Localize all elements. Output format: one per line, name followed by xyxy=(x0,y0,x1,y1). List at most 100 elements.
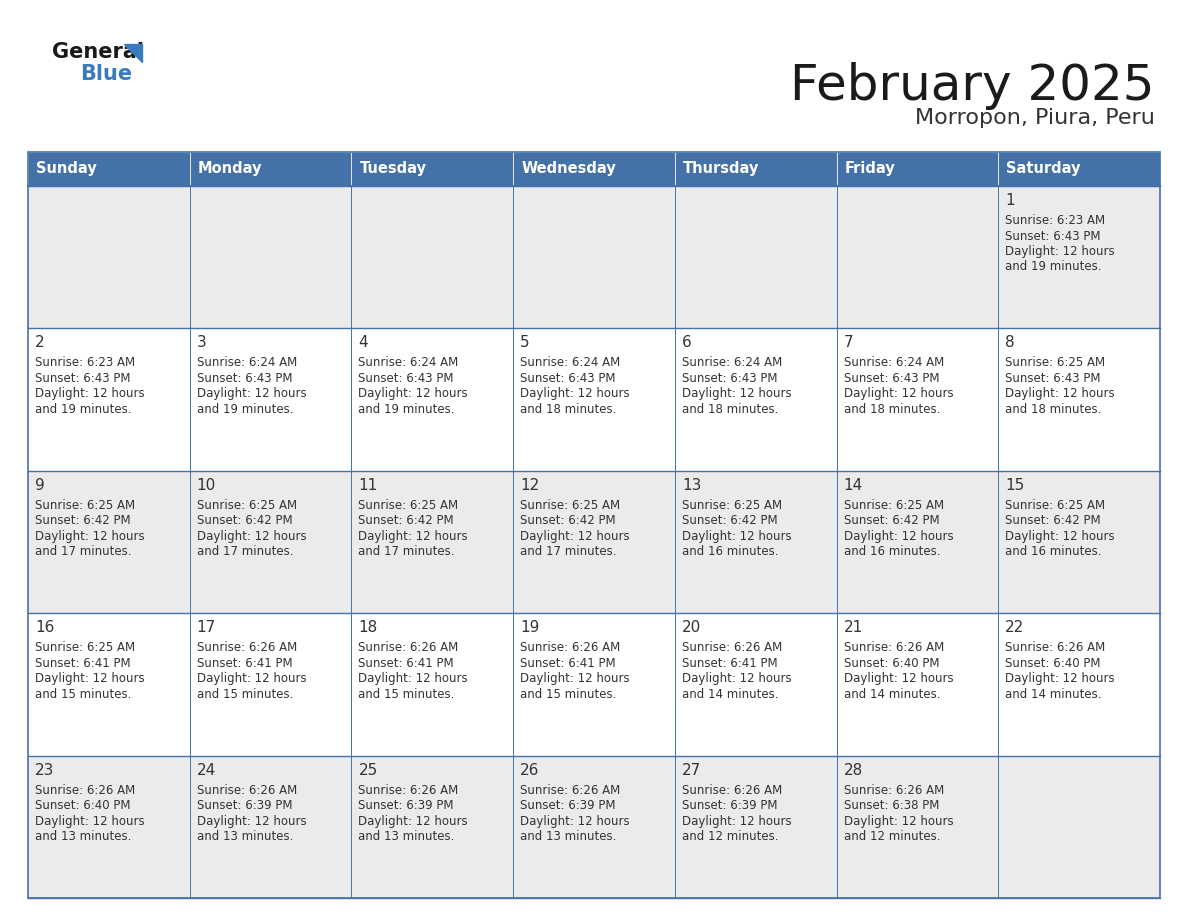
Text: Sunrise: 6:26 AM: Sunrise: 6:26 AM xyxy=(843,641,943,655)
Text: Sunset: 6:41 PM: Sunset: 6:41 PM xyxy=(520,656,615,670)
Text: Daylight: 12 hours: Daylight: 12 hours xyxy=(843,672,953,685)
Bar xyxy=(513,613,675,756)
Bar xyxy=(352,471,513,613)
Text: Sunset: 6:43 PM: Sunset: 6:43 PM xyxy=(682,372,777,385)
Text: and 15 minutes.: and 15 minutes. xyxy=(520,688,617,700)
Text: Sunrise: 6:25 AM: Sunrise: 6:25 AM xyxy=(1005,356,1105,369)
Text: Sunset: 6:42 PM: Sunset: 6:42 PM xyxy=(197,514,292,527)
Text: Sunrise: 6:25 AM: Sunrise: 6:25 AM xyxy=(843,498,943,512)
Text: Daylight: 12 hours: Daylight: 12 hours xyxy=(34,387,145,400)
Bar xyxy=(29,613,190,756)
Text: and 19 minutes.: and 19 minutes. xyxy=(1005,261,1101,274)
Text: General: General xyxy=(52,42,144,62)
Text: 3: 3 xyxy=(197,335,207,351)
Text: Sunrise: 6:25 AM: Sunrise: 6:25 AM xyxy=(197,498,297,512)
Text: Sunset: 6:43 PM: Sunset: 6:43 PM xyxy=(843,372,939,385)
Text: Sunset: 6:42 PM: Sunset: 6:42 PM xyxy=(682,514,777,527)
Text: Daylight: 12 hours: Daylight: 12 hours xyxy=(34,672,145,685)
Text: and 17 minutes.: and 17 minutes. xyxy=(197,545,293,558)
Text: 9: 9 xyxy=(34,477,45,493)
Bar xyxy=(675,756,836,898)
Text: Wednesday: Wednesday xyxy=(522,162,615,176)
Text: Sunrise: 6:26 AM: Sunrise: 6:26 AM xyxy=(520,784,620,797)
Text: 12: 12 xyxy=(520,477,539,493)
Bar xyxy=(352,329,513,471)
Text: and 13 minutes.: and 13 minutes. xyxy=(359,830,455,843)
Text: and 15 minutes.: and 15 minutes. xyxy=(34,688,132,700)
Bar xyxy=(29,329,190,471)
Bar xyxy=(998,329,1159,471)
Text: 23: 23 xyxy=(34,763,55,778)
Text: and 17 minutes.: and 17 minutes. xyxy=(34,545,132,558)
Bar xyxy=(190,152,352,186)
Text: Daylight: 12 hours: Daylight: 12 hours xyxy=(197,814,307,828)
Text: Sunday: Sunday xyxy=(36,162,96,176)
Text: Daylight: 12 hours: Daylight: 12 hours xyxy=(1005,387,1114,400)
Text: and 14 minutes.: and 14 minutes. xyxy=(843,688,940,700)
Text: and 14 minutes.: and 14 minutes. xyxy=(682,688,778,700)
Text: Daylight: 12 hours: Daylight: 12 hours xyxy=(197,530,307,543)
Text: 26: 26 xyxy=(520,763,539,778)
Bar xyxy=(675,329,836,471)
Bar xyxy=(998,756,1159,898)
Text: Sunset: 6:43 PM: Sunset: 6:43 PM xyxy=(1005,230,1101,242)
Text: 17: 17 xyxy=(197,621,216,635)
Text: and 19 minutes.: and 19 minutes. xyxy=(359,403,455,416)
Text: Sunrise: 6:24 AM: Sunrise: 6:24 AM xyxy=(520,356,620,369)
Bar xyxy=(29,152,190,186)
Text: Sunset: 6:41 PM: Sunset: 6:41 PM xyxy=(359,656,454,670)
Bar xyxy=(513,186,675,329)
Text: 25: 25 xyxy=(359,763,378,778)
Text: Daylight: 12 hours: Daylight: 12 hours xyxy=(682,814,791,828)
Bar xyxy=(513,152,675,186)
Text: and 13 minutes.: and 13 minutes. xyxy=(34,830,132,843)
Bar xyxy=(836,152,998,186)
Text: Sunrise: 6:23 AM: Sunrise: 6:23 AM xyxy=(1005,214,1105,227)
Text: Daylight: 12 hours: Daylight: 12 hours xyxy=(197,672,307,685)
Text: and 17 minutes.: and 17 minutes. xyxy=(359,545,455,558)
Text: 27: 27 xyxy=(682,763,701,778)
Text: 16: 16 xyxy=(34,621,55,635)
Text: Sunrise: 6:25 AM: Sunrise: 6:25 AM xyxy=(682,498,782,512)
Bar xyxy=(29,186,190,329)
Text: Monday: Monday xyxy=(197,162,263,176)
Text: Sunset: 6:40 PM: Sunset: 6:40 PM xyxy=(34,799,131,812)
Text: Sunset: 6:43 PM: Sunset: 6:43 PM xyxy=(1005,372,1101,385)
Bar xyxy=(836,756,998,898)
Text: Friday: Friday xyxy=(845,162,896,176)
Text: Sunrise: 6:25 AM: Sunrise: 6:25 AM xyxy=(1005,498,1105,512)
Bar xyxy=(352,613,513,756)
Text: Sunset: 6:43 PM: Sunset: 6:43 PM xyxy=(34,372,131,385)
Text: Sunrise: 6:25 AM: Sunrise: 6:25 AM xyxy=(359,498,459,512)
Text: 11: 11 xyxy=(359,477,378,493)
Text: Sunrise: 6:26 AM: Sunrise: 6:26 AM xyxy=(197,784,297,797)
Text: and 18 minutes.: and 18 minutes. xyxy=(1005,403,1101,416)
Text: 13: 13 xyxy=(682,477,701,493)
Text: 1: 1 xyxy=(1005,193,1015,208)
Bar xyxy=(29,152,1159,898)
Text: Sunset: 6:43 PM: Sunset: 6:43 PM xyxy=(359,372,454,385)
Text: and 13 minutes.: and 13 minutes. xyxy=(197,830,293,843)
Bar xyxy=(513,471,675,613)
Text: and 19 minutes.: and 19 minutes. xyxy=(197,403,293,416)
Text: 8: 8 xyxy=(1005,335,1015,351)
Bar xyxy=(836,471,998,613)
Text: and 18 minutes.: and 18 minutes. xyxy=(682,403,778,416)
Bar xyxy=(675,471,836,613)
Text: Saturday: Saturday xyxy=(1006,162,1081,176)
Text: Sunset: 6:38 PM: Sunset: 6:38 PM xyxy=(843,799,939,812)
Text: Sunrise: 6:25 AM: Sunrise: 6:25 AM xyxy=(34,641,135,655)
Text: Sunrise: 6:26 AM: Sunrise: 6:26 AM xyxy=(682,784,782,797)
Text: Daylight: 12 hours: Daylight: 12 hours xyxy=(359,672,468,685)
Text: Sunset: 6:42 PM: Sunset: 6:42 PM xyxy=(359,514,454,527)
Polygon shape xyxy=(124,44,143,62)
Text: 10: 10 xyxy=(197,477,216,493)
Text: Daylight: 12 hours: Daylight: 12 hours xyxy=(520,530,630,543)
Text: Sunrise: 6:23 AM: Sunrise: 6:23 AM xyxy=(34,356,135,369)
Bar xyxy=(998,613,1159,756)
Text: Sunrise: 6:24 AM: Sunrise: 6:24 AM xyxy=(197,356,297,369)
Text: Sunrise: 6:26 AM: Sunrise: 6:26 AM xyxy=(359,784,459,797)
Text: Daylight: 12 hours: Daylight: 12 hours xyxy=(682,530,791,543)
Text: and 12 minutes.: and 12 minutes. xyxy=(843,830,940,843)
Text: Daylight: 12 hours: Daylight: 12 hours xyxy=(520,387,630,400)
